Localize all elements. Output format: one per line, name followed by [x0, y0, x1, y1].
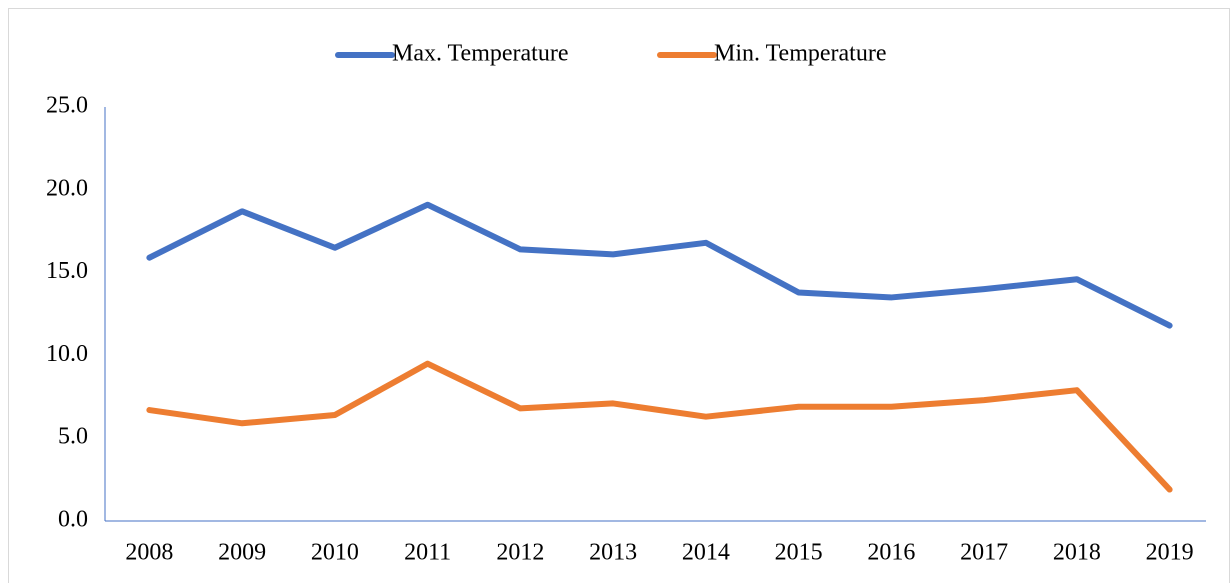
x-tick-label: 2015: [775, 540, 823, 566]
x-tick-label: 2012: [496, 540, 544, 566]
y-tick-label: 25.0: [46, 93, 88, 119]
y-tick-label: 15.0: [46, 258, 88, 284]
x-tick-label: 2011: [404, 540, 451, 566]
chart-frame: [8, 8, 1230, 583]
x-tick-label: 2018: [1053, 540, 1101, 566]
x-tick-label: 2014: [682, 540, 730, 566]
y-tick-label: 20.0: [46, 175, 88, 201]
x-tick-label: 2013: [589, 540, 637, 566]
y-tick-label: 10.0: [46, 341, 88, 367]
x-tick-label: 2008: [125, 540, 173, 566]
series-line: [146, 201, 1173, 329]
legend-label: Min. Temperature: [714, 41, 887, 67]
y-tick-label: 5.0: [58, 424, 88, 450]
y-tick-label: 0.0: [58, 507, 88, 533]
x-tick-label: 2019: [1146, 540, 1194, 566]
x-tick-label: 2010: [311, 540, 359, 566]
series-line: [146, 360, 1173, 493]
legend-label: Max. Temperature: [392, 41, 568, 67]
x-tick-label: 2009: [218, 540, 266, 566]
x-tick-label: 2016: [867, 540, 915, 566]
x-tick-label: 2017: [960, 540, 1008, 566]
